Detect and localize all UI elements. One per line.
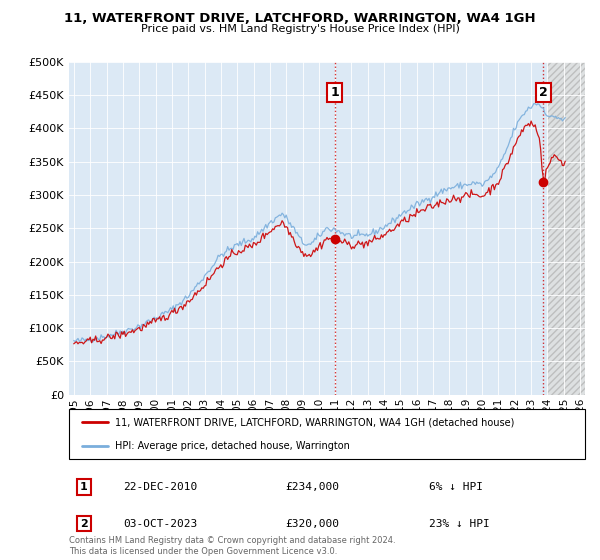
Text: HPI: Average price, detached house, Warrington: HPI: Average price, detached house, Warr… <box>115 441 350 451</box>
Text: £320,000: £320,000 <box>285 519 339 529</box>
Text: 23% ↓ HPI: 23% ↓ HPI <box>429 519 490 529</box>
Bar <box>547 62 585 395</box>
Text: Contains HM Land Registry data © Crown copyright and database right 2024.
This d: Contains HM Land Registry data © Crown c… <box>69 536 395 556</box>
Text: 03-OCT-2023: 03-OCT-2023 <box>123 519 197 529</box>
Text: 6% ↓ HPI: 6% ↓ HPI <box>429 482 483 492</box>
Text: 2: 2 <box>80 519 88 529</box>
Text: Price paid vs. HM Land Registry's House Price Index (HPI): Price paid vs. HM Land Registry's House … <box>140 24 460 34</box>
Bar <box>547 62 585 395</box>
Text: 11, WATERFRONT DRIVE, LATCHFORD, WARRINGTON, WA4 1GH: 11, WATERFRONT DRIVE, LATCHFORD, WARRING… <box>64 12 536 25</box>
Text: 1: 1 <box>80 482 88 492</box>
Text: 11, WATERFRONT DRIVE, LATCHFORD, WARRINGTON, WA4 1GH (detached house): 11, WATERFRONT DRIVE, LATCHFORD, WARRING… <box>115 417 515 427</box>
FancyBboxPatch shape <box>69 409 585 459</box>
Text: 1: 1 <box>330 86 339 99</box>
Text: £234,000: £234,000 <box>285 482 339 492</box>
Text: 2: 2 <box>539 86 548 99</box>
Text: 22-DEC-2010: 22-DEC-2010 <box>123 482 197 492</box>
